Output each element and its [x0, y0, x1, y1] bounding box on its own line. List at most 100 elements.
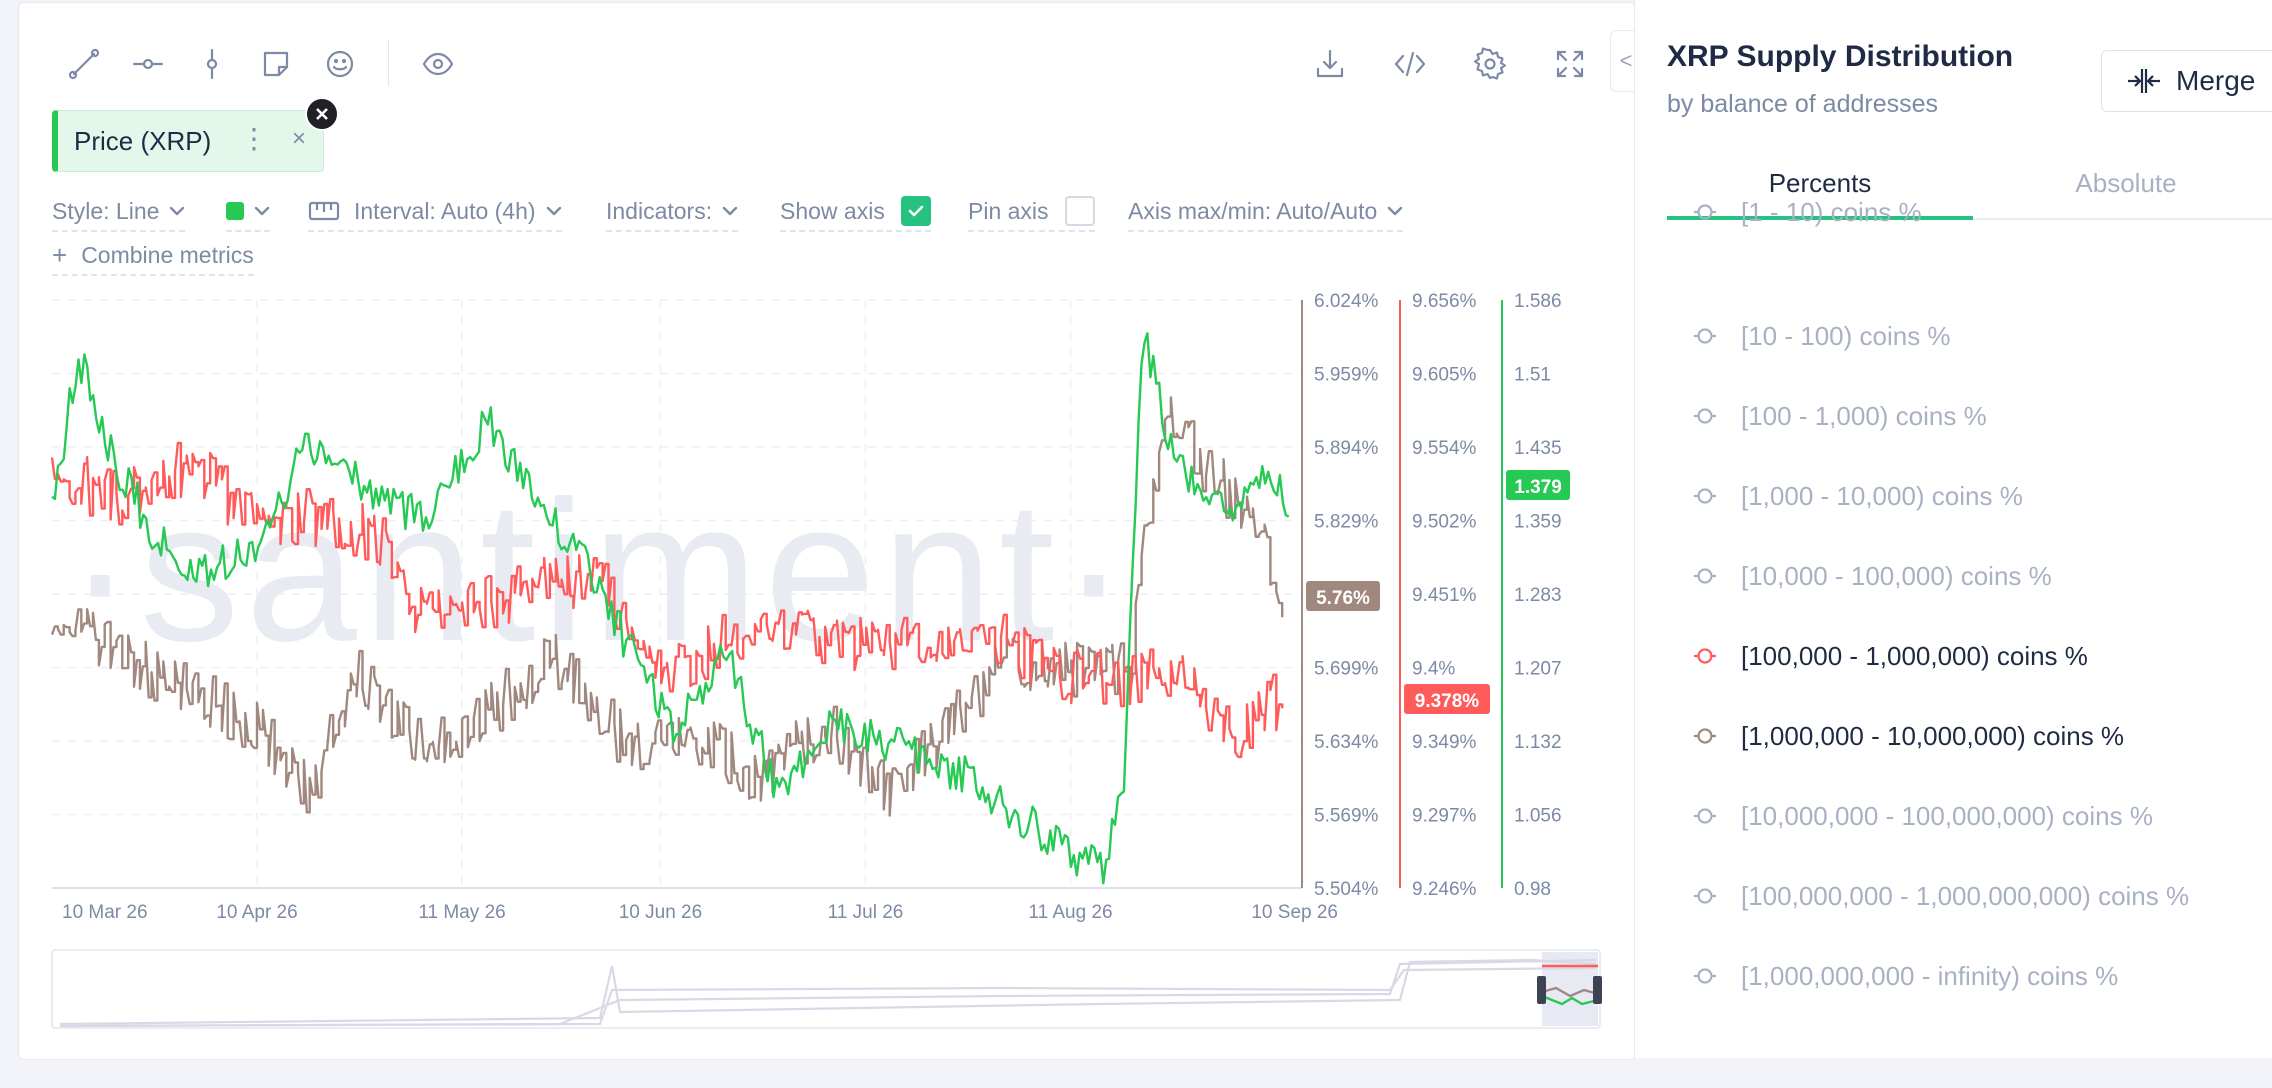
emoji-icon[interactable]: [318, 42, 362, 86]
metric-item-label: [1 - 10) coins %: [1741, 196, 1922, 227]
merge-icon: [2128, 69, 2160, 93]
metric-item[interactable]: [1,000,000 - 10,000,000) coins %: [1693, 714, 2124, 758]
y-tick-label: 5.894%: [1314, 438, 1379, 459]
close-circle-icon[interactable]: [305, 97, 339, 131]
chevron-down-icon: [1388, 206, 1403, 216]
y-tick-label: 9.349%: [1412, 732, 1477, 753]
y-tick-label: 5.504%: [1314, 879, 1379, 900]
panel-subtitle: by balance of addresses: [1667, 90, 1939, 118]
y-tick-label: 1.056: [1514, 806, 1562, 827]
tab-percents[interactable]: Percents: [1667, 160, 1973, 220]
chevron-down-icon: [254, 206, 270, 216]
color-dropdown[interactable]: [226, 192, 270, 232]
show-axis-checkbox[interactable]: [900, 196, 931, 226]
metric-item[interactable]: [1 - 10) coins %: [1693, 190, 1922, 234]
y-tick-label: 5.699%: [1314, 659, 1379, 680]
ruler-icon: [308, 201, 340, 221]
style-label: Style: Line: [52, 197, 160, 224]
pin-axis-checkbox[interactable]: [1064, 196, 1095, 226]
metric-toggle-icon: [1693, 564, 1717, 588]
axis-maxmin-dropdown[interactable]: Axis max/min: Auto/Auto: [1128, 192, 1404, 232]
tab-absolute[interactable]: Absolute: [2075, 168, 2177, 198]
y-tick-label: 9.451%: [1412, 585, 1477, 606]
combine-metrics-label: Combine metrics: [81, 241, 254, 268]
metric-toggle-icon: [1693, 200, 1717, 224]
show-axis-toggle[interactable]: Show axis: [780, 192, 931, 232]
indicators-label: Indicators:: [606, 197, 713, 224]
plus-icon: +: [52, 239, 68, 270]
embed-code-icon[interactable]: [1388, 42, 1432, 86]
y-tick-label: 0.98: [1514, 879, 1551, 900]
settings-gear-icon[interactable]: [1468, 42, 1512, 86]
indicators-dropdown[interactable]: Indicators:: [606, 192, 739, 232]
metric-item-label: [100 - 1,000) coins %: [1741, 400, 1987, 431]
navigator-handle-right[interactable]: [1593, 976, 1602, 1004]
last-value-label: 1.379: [1514, 477, 1562, 498]
y-tick-label: 9.605%: [1412, 365, 1477, 386]
metric-item[interactable]: [1,000 - 10,000) coins %: [1693, 474, 2023, 518]
metric-item[interactable]: [1,000,000,000 - infinity) coins %: [1693, 954, 2118, 998]
panel-tabs: Percents Absolute: [1667, 150, 2272, 220]
metric-item[interactable]: [100,000,000 - 1,000,000,000) coins %: [1693, 874, 2189, 918]
metric-item[interactable]: [10,000,000 - 100,000,000) coins %: [1693, 794, 2153, 838]
metric-item[interactable]: [100,000 - 1,000,000) coins %: [1693, 634, 2088, 678]
navigator-line: [59, 966, 1597, 1028]
y-tick-label: 9.502%: [1412, 512, 1477, 533]
color-swatch: [226, 202, 244, 220]
merge-label: Merge: [2176, 65, 2256, 96]
interval-label: Interval: Auto (4h): [354, 197, 536, 224]
y-tick-label: 1.435: [1514, 438, 1562, 459]
navigator-handle-left[interactable]: [1537, 976, 1546, 1004]
combine-metrics-button[interactable]: + Combine metrics: [52, 236, 254, 276]
x-tick-label: 10 Mar 26: [62, 902, 148, 923]
y-tick-label: 5.634%: [1314, 732, 1379, 753]
y-tick-label: 9.297%: [1412, 806, 1477, 827]
metric-item-label: [100,000 - 1,000,000) coins %: [1741, 640, 2088, 671]
metric-chip-label: Price (XRP): [74, 125, 212, 156]
axis-maxmin-label: Axis max/min: Auto/Auto: [1128, 197, 1378, 224]
series-line[interactable]: [51, 332, 1290, 885]
panel-title: XRP Supply Distribution: [1667, 40, 2014, 73]
metric-menu-icon[interactable]: ⋮: [240, 123, 268, 154]
merge-button[interactable]: Merge: [2101, 50, 2272, 112]
trend-line-icon[interactable]: [62, 42, 106, 86]
last-value-badge: [1306, 581, 1380, 611]
metric-item[interactable]: [10,000 - 100,000) coins %: [1693, 554, 2052, 598]
y-tick-label: 5.829%: [1314, 512, 1379, 533]
eye-icon[interactable]: [416, 42, 460, 86]
note-icon[interactable]: [254, 42, 298, 86]
series-line[interactable]: [50, 396, 1284, 817]
metric-toggle-icon: [1693, 964, 1717, 988]
metric-item-label: [10,000,000 - 100,000,000) coins %: [1741, 800, 2153, 831]
pin-axis-toggle[interactable]: Pin axis: [968, 192, 1095, 232]
chevron-down-icon: [170, 206, 185, 216]
last-value-badge: [1404, 684, 1490, 714]
style-dropdown[interactable]: Style: Line: [52, 192, 186, 232]
metric-item-label: [1,000,000,000 - infinity) coins %: [1741, 960, 2119, 991]
y-tick-label: 1.132: [1514, 732, 1562, 753]
metric-toggle-icon: [1693, 724, 1717, 748]
metric-item-label: [1,000,000 - 10,000,000) coins %: [1741, 720, 2125, 751]
metric-chip[interactable]: Price (XRP) ⋮ ×: [52, 110, 324, 172]
fullscreen-icon[interactable]: [1548, 42, 1592, 86]
y-tick-label: 1.51: [1514, 365, 1551, 386]
metric-item[interactable]: [100 - 1,000) coins %: [1693, 394, 1987, 438]
metric-item[interactable]: [10 - 100) coins %: [1693, 314, 1951, 358]
navigator-line: [59, 958, 1597, 1026]
y-tick-label: 5.569%: [1314, 806, 1379, 827]
download-icon[interactable]: [1308, 42, 1352, 86]
chart-area[interactable]: ·santiment·10 Mar 26 10 Apr 26 11 May 26 10…: [0, 0, 1634, 1058]
chart-card: [18, 2, 1636, 1060]
metric-item-label: [1,000 - 10,000) coins %: [1741, 480, 2023, 511]
horizontal-ray-icon[interactable]: [126, 42, 170, 86]
metric-remove-icon[interactable]: ×: [292, 125, 307, 152]
y-tick-label: 1.359: [1514, 512, 1562, 533]
interval-dropdown[interactable]: Interval: Auto (4h): [308, 192, 562, 232]
x-tick-label: 11 Jul 26: [828, 902, 904, 923]
last-value-badge: [1506, 470, 1570, 500]
series-line[interactable]: [50, 441, 1284, 759]
chevron-down-icon: [722, 206, 738, 216]
toolbar-divider: [388, 40, 389, 86]
vertical-line-icon[interactable]: [190, 42, 234, 86]
metric-toggle-icon: [1693, 804, 1717, 828]
